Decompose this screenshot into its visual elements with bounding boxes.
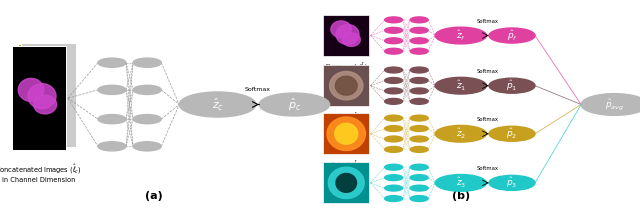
Circle shape xyxy=(385,38,403,44)
Text: $\hat{z}_3$: $\hat{z}_3$ xyxy=(456,176,466,190)
Polygon shape xyxy=(336,173,356,192)
FancyBboxPatch shape xyxy=(323,113,369,154)
Circle shape xyxy=(435,27,486,44)
FancyBboxPatch shape xyxy=(12,46,66,150)
Circle shape xyxy=(410,48,428,54)
Circle shape xyxy=(98,85,126,94)
Text: (a): (a) xyxy=(145,191,163,201)
Circle shape xyxy=(385,136,403,142)
Circle shape xyxy=(410,17,428,23)
Polygon shape xyxy=(336,24,359,45)
Polygon shape xyxy=(335,123,358,144)
Text: Softmax: Softmax xyxy=(477,19,499,24)
Circle shape xyxy=(133,85,161,94)
Text: Concatenated Images ($\hat{\ell}_c$)
in Channel Dimension: Concatenated Images ($\hat{\ell}_c$) in … xyxy=(0,163,82,183)
Text: $\hat{p}_3$: $\hat{p}_3$ xyxy=(506,176,518,190)
Circle shape xyxy=(410,98,428,104)
Circle shape xyxy=(410,78,428,83)
Circle shape xyxy=(385,48,403,54)
Circle shape xyxy=(385,67,403,73)
FancyBboxPatch shape xyxy=(323,65,369,106)
Text: Softmax: Softmax xyxy=(477,166,499,171)
FancyBboxPatch shape xyxy=(21,43,76,147)
Text: $\hat{p}_f$: $\hat{p}_f$ xyxy=(507,28,517,43)
Circle shape xyxy=(410,175,428,181)
Circle shape xyxy=(133,58,161,67)
Circle shape xyxy=(385,115,403,121)
Circle shape xyxy=(385,17,403,23)
Text: $\hat{p}_c$: $\hat{p}_c$ xyxy=(288,96,301,113)
Text: $\hat{p}_2$: $\hat{p}_2$ xyxy=(506,126,518,141)
Circle shape xyxy=(435,125,486,142)
Text: Fluorescent ($\hat{\ell}_f$): Fluorescent ($\hat{\ell}_f$) xyxy=(324,60,368,72)
Circle shape xyxy=(385,88,403,94)
Text: $\hat{z}_c$: $\hat{z}_c$ xyxy=(212,96,223,113)
Circle shape xyxy=(489,28,535,43)
Circle shape xyxy=(489,126,535,141)
Polygon shape xyxy=(28,84,56,109)
Circle shape xyxy=(385,98,403,104)
Circle shape xyxy=(98,115,126,124)
Circle shape xyxy=(410,147,428,152)
Circle shape xyxy=(410,136,428,142)
Circle shape xyxy=(410,185,428,191)
Circle shape xyxy=(410,88,428,94)
Text: Softmax: Softmax xyxy=(244,87,271,92)
Text: (b): (b) xyxy=(452,191,470,201)
Text: $\hat{z}_f$: $\hat{z}_f$ xyxy=(456,28,466,43)
Text: $\hat{p}_1$: $\hat{p}_1$ xyxy=(506,78,518,93)
Circle shape xyxy=(410,67,428,73)
Circle shape xyxy=(410,164,428,170)
Circle shape xyxy=(179,92,256,117)
Circle shape xyxy=(435,175,486,191)
Circle shape xyxy=(410,38,428,44)
Polygon shape xyxy=(34,95,57,114)
Circle shape xyxy=(385,78,403,83)
Circle shape xyxy=(410,27,428,33)
FancyBboxPatch shape xyxy=(323,15,369,56)
Circle shape xyxy=(435,77,486,94)
FancyBboxPatch shape xyxy=(323,163,369,203)
Polygon shape xyxy=(327,117,365,150)
FancyBboxPatch shape xyxy=(18,44,72,148)
Polygon shape xyxy=(19,78,44,101)
Text: $\hat{z}_1$: $\hat{z}_1$ xyxy=(456,79,466,93)
Polygon shape xyxy=(328,167,364,199)
Polygon shape xyxy=(331,21,351,38)
Circle shape xyxy=(489,78,535,93)
Circle shape xyxy=(385,196,403,201)
Text: $\hat{z}_2$: $\hat{z}_2$ xyxy=(456,127,466,141)
Circle shape xyxy=(410,196,428,201)
Circle shape xyxy=(410,115,428,121)
Polygon shape xyxy=(335,76,357,95)
Circle shape xyxy=(581,94,640,115)
Circle shape xyxy=(259,93,330,116)
Circle shape xyxy=(133,115,161,124)
FancyBboxPatch shape xyxy=(15,45,69,149)
Text: Softmax: Softmax xyxy=(477,117,499,122)
Circle shape xyxy=(133,142,161,151)
Circle shape xyxy=(98,58,126,67)
Polygon shape xyxy=(330,71,363,100)
Text: Color 2 ($\hat{\ell}_2$): Color 2 ($\hat{\ell}_2$) xyxy=(330,158,362,170)
Text: Color 3 ($\hat{\ell}_3$): Color 3 ($\hat{\ell}_3$) xyxy=(330,207,362,209)
Circle shape xyxy=(385,27,403,33)
Circle shape xyxy=(98,142,126,151)
Circle shape xyxy=(410,126,428,131)
Circle shape xyxy=(385,147,403,152)
Circle shape xyxy=(489,175,535,190)
Text: Softmax: Softmax xyxy=(477,69,499,74)
Circle shape xyxy=(385,185,403,191)
Polygon shape xyxy=(342,33,360,46)
Circle shape xyxy=(385,175,403,181)
Text: Color 1 ($\hat{\ell}_1$): Color 1 ($\hat{\ell}_1$) xyxy=(330,110,362,122)
Text: $\hat{p}_{avg}$: $\hat{p}_{avg}$ xyxy=(605,97,624,112)
Circle shape xyxy=(385,164,403,170)
Circle shape xyxy=(385,126,403,131)
